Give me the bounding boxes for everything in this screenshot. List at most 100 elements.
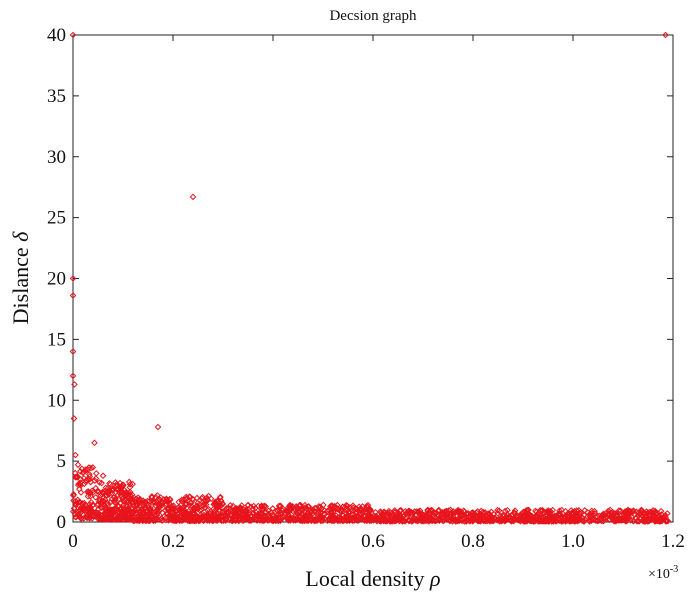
data-point <box>420 516 427 524</box>
data-point <box>122 508 130 516</box>
data-point <box>95 513 103 521</box>
data-point <box>349 504 357 512</box>
data-point <box>579 514 586 522</box>
data-point <box>464 510 471 517</box>
data-point <box>481 511 489 519</box>
data-point <box>283 515 291 522</box>
data-point <box>204 496 211 503</box>
data-point <box>133 502 141 509</box>
data-point <box>210 501 218 508</box>
data-point <box>239 517 247 524</box>
data-point <box>88 514 96 522</box>
data-point <box>258 502 265 510</box>
data-point <box>148 511 156 519</box>
data-point <box>562 518 569 525</box>
data-point <box>526 515 534 523</box>
y-tick-label: 20 <box>47 269 66 290</box>
data-point <box>661 511 669 519</box>
data-point <box>596 516 604 524</box>
data-point <box>495 507 503 515</box>
data-point <box>459 511 466 519</box>
data-point <box>108 495 116 503</box>
x-tick-label: 1.2 <box>661 531 685 552</box>
data-point <box>117 512 125 520</box>
data-point <box>185 493 193 501</box>
data-point <box>593 512 601 520</box>
data-point <box>556 517 563 524</box>
data-point <box>577 509 585 517</box>
data-point <box>117 506 124 513</box>
data-point <box>87 498 95 506</box>
data-point <box>327 509 335 516</box>
data-point <box>351 506 358 514</box>
data-point <box>130 517 137 525</box>
data-point <box>70 505 78 512</box>
data-point <box>223 505 231 512</box>
data-point <box>154 423 162 431</box>
data-point <box>423 510 430 518</box>
data-point <box>535 518 543 525</box>
data-point <box>339 503 347 511</box>
data-point <box>606 506 614 514</box>
data-point <box>657 507 665 515</box>
data-point <box>113 513 121 521</box>
data-point <box>129 480 136 488</box>
data-point <box>107 508 114 515</box>
data-point <box>80 503 88 511</box>
data-point <box>568 509 576 516</box>
data-point <box>244 502 252 509</box>
data-point <box>77 475 85 483</box>
data-point <box>120 501 128 509</box>
data-point <box>397 507 405 514</box>
data-point <box>80 506 87 513</box>
data-point <box>388 517 395 525</box>
y-axis-label-symbol: δ <box>8 231 33 242</box>
data-point <box>167 501 175 509</box>
data-point <box>536 506 544 514</box>
data-point <box>82 466 89 473</box>
data-point <box>537 514 545 521</box>
data-point <box>91 477 99 484</box>
data-point <box>139 497 147 505</box>
data-point <box>408 517 415 525</box>
data-point <box>576 516 583 524</box>
data-point <box>89 464 97 471</box>
data-point <box>547 508 554 515</box>
x-tick-label: 0 <box>68 531 78 552</box>
data-point <box>76 499 84 506</box>
data-point <box>442 516 449 523</box>
data-point <box>537 512 544 520</box>
data-point <box>640 510 648 517</box>
data-point <box>553 516 561 524</box>
data-point <box>540 509 548 516</box>
data-point <box>607 514 615 521</box>
data-point <box>303 504 310 512</box>
data-point <box>71 381 78 388</box>
data-point <box>589 514 596 522</box>
data-point <box>321 511 329 518</box>
data-point <box>522 507 530 514</box>
data-point <box>74 461 82 469</box>
data-point <box>142 498 149 506</box>
data-point <box>252 509 260 516</box>
data-point <box>293 514 301 522</box>
data-point <box>91 439 98 447</box>
x-multiplier-label: ×10-3 <box>648 564 678 582</box>
data-point <box>72 500 80 508</box>
data-point <box>178 517 185 524</box>
y-axis-label: Dislance δ <box>8 231 33 324</box>
data-point <box>286 516 294 524</box>
data-point <box>396 507 404 514</box>
data-point <box>239 514 246 522</box>
data-point <box>287 502 294 510</box>
data-point <box>87 492 94 500</box>
data-point <box>75 508 83 515</box>
data-point <box>526 517 534 525</box>
data-point <box>72 473 79 481</box>
data-point <box>440 509 447 517</box>
data-point <box>611 510 619 517</box>
y-axis-label-text: Dislance <box>8 247 33 324</box>
data-point <box>125 494 132 502</box>
x-axis-label-text: Local density <box>305 566 424 591</box>
data-point <box>593 517 601 525</box>
